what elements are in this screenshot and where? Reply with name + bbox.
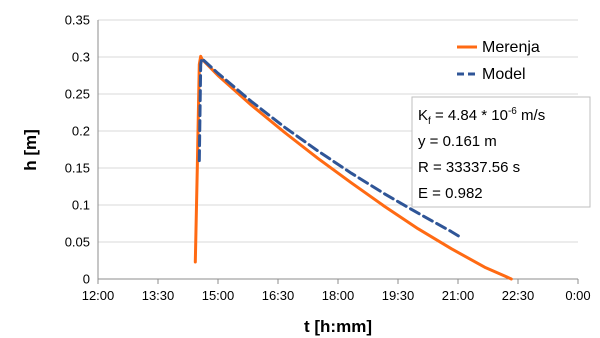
y-tick-label: 0.2	[72, 124, 90, 139]
x-tick-label: 22:30	[502, 288, 535, 303]
gridlines	[98, 19, 578, 243]
annotation-e-line: E = 0.982	[418, 185, 483, 202]
annotation-y-line: y = 0.161 m	[418, 133, 497, 150]
annotation-box: Kf = 4.84 * 10-6 m/s y = 0.161 m R = 333…	[411, 96, 591, 208]
y-tick-label: 0.1	[72, 198, 90, 213]
y-axis-title: h [m]	[21, 129, 40, 171]
legend-model-label: Model	[482, 66, 526, 83]
x-tick-label: 19:30	[382, 288, 415, 303]
x-axis-title: t [h:mm]	[304, 317, 372, 336]
annotation-kf-subscript: f	[428, 116, 431, 127]
series-model-line	[197, 57, 461, 238]
x-tick-label: 18:00	[322, 288, 355, 303]
x-tick-label: 12:00	[82, 288, 115, 303]
y-tick-label: 0.05	[65, 235, 90, 250]
x-tick-label: 13:30	[142, 288, 175, 303]
y-tick-labels: 0 0.05 0.1 0.15 0.2 0.25 0.3 0.35	[65, 13, 90, 287]
annotation-frame	[411, 96, 591, 208]
annotation-kf-line: Kf = 4.84 * 10-6 m/s	[418, 106, 545, 127]
y-tick-label: 0.25	[65, 87, 90, 102]
y-tick-label: 0.15	[65, 161, 90, 176]
annotation-kf-unit: m/s	[517, 107, 545, 124]
legend-merenja-label: Merenja	[482, 39, 540, 56]
annotation-kf-value: = 4.84 * 10	[431, 107, 508, 124]
annotation-r-line: R = 33337.56 s	[418, 159, 520, 176]
y-tick-label: 0.35	[65, 13, 90, 28]
legend: Merenja Model	[457, 39, 540, 83]
series-lines	[193, 54, 513, 281]
y-tick-label: 0.3	[72, 50, 90, 65]
x-tick-label: 0:00	[565, 288, 590, 303]
annotation-kf-symbol: K	[418, 107, 428, 124]
y-tick-label: 0	[83, 272, 90, 287]
x-tick-label: 16:30	[262, 288, 295, 303]
x-tick-label: 21:00	[442, 288, 475, 303]
x-tick-label: 15:00	[202, 288, 235, 303]
annotation-kf-exponent: -6	[508, 106, 517, 117]
x-tick-labels: 12:00 13:30 15:00 16:30 18:00 19:30 21:00 22:30…	[82, 279, 591, 303]
